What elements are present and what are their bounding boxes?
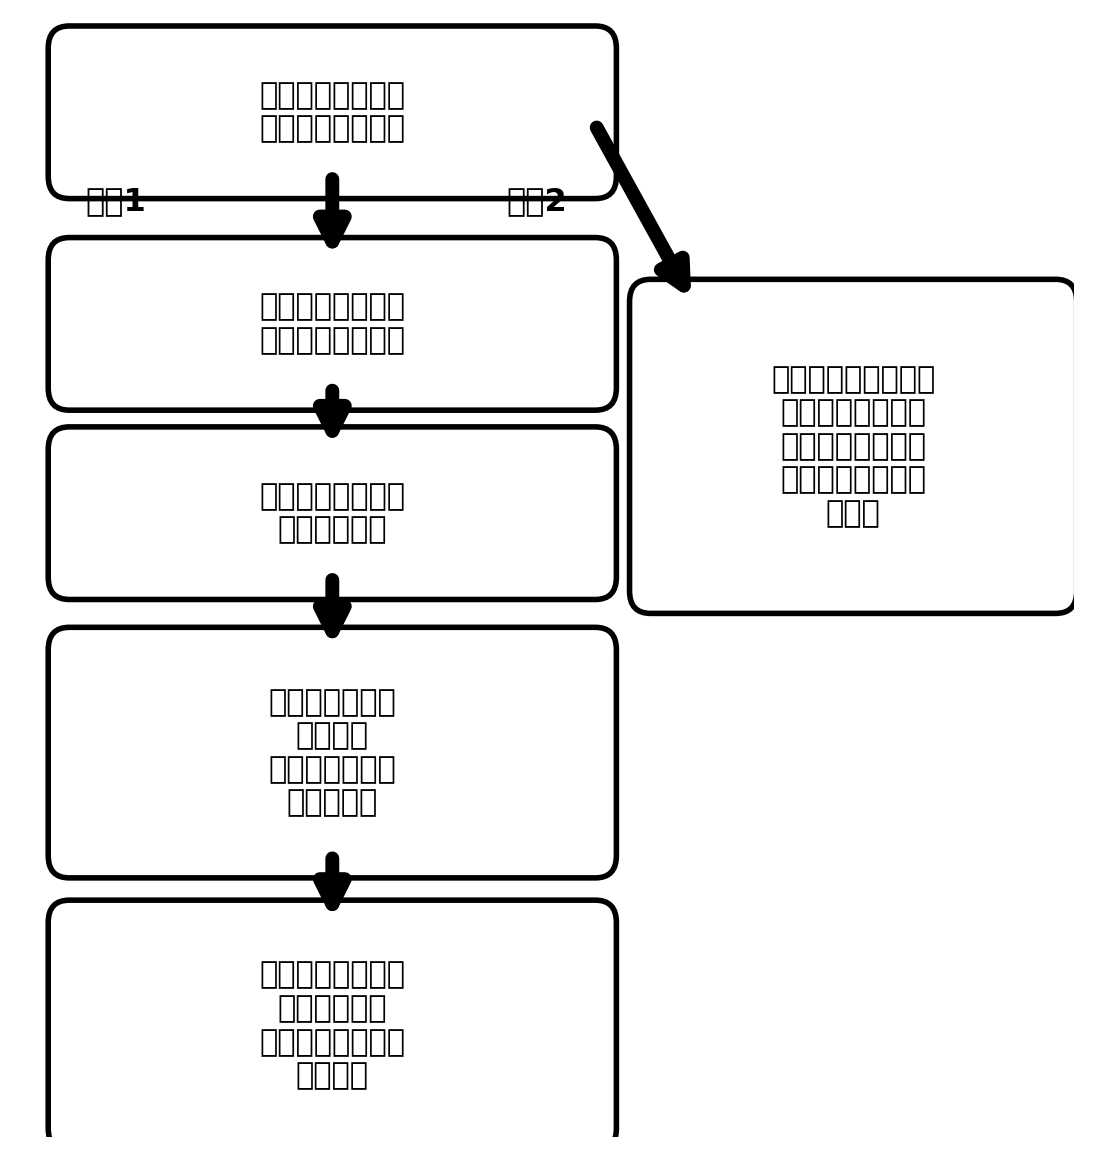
FancyBboxPatch shape: [48, 26, 616, 198]
Text: 将第一金属连接层
一侧表面喷砂处理: 将第一金属连接层 一侧表面喷砂处理: [260, 81, 406, 144]
Text: 在阻挡层上制备第
一增强结合层: 在阻挡层上制备第 一增强结合层: [260, 481, 406, 544]
FancyBboxPatch shape: [48, 628, 616, 878]
FancyBboxPatch shape: [48, 900, 616, 1151]
Text: 将已制备第一增
强结合层
的阻挡层放置于
焊料层之上: 将已制备第一增 强结合层 的阻挡层放置于 焊料层之上: [269, 688, 396, 818]
Text: 在该喷砂处理后的
表面，放置焊料层: 在该喷砂处理后的 表面，放置焊料层: [260, 292, 406, 355]
FancyBboxPatch shape: [48, 427, 616, 600]
Text: 步骤1: 步骤1: [85, 186, 146, 217]
Text: 高温预压，使得第
一金属连接层
能与阻挡层紧密牢
固的结合: 高温预压，使得第 一金属连接层 能与阻挡层紧密牢 固的结合: [260, 960, 406, 1090]
FancyBboxPatch shape: [629, 280, 1076, 614]
Text: 步骤2: 步骤2: [506, 186, 567, 217]
Text: 在该喷砂后的表面，
采用电弧喷涂、磁
控溅射或真空蒸镀
的办法，溅射沉积
阻挡层: 在该喷砂后的表面， 采用电弧喷涂、磁 控溅射或真空蒸镀 的办法，溅射沉积 阻挡层: [770, 364, 935, 528]
FancyBboxPatch shape: [48, 238, 616, 411]
